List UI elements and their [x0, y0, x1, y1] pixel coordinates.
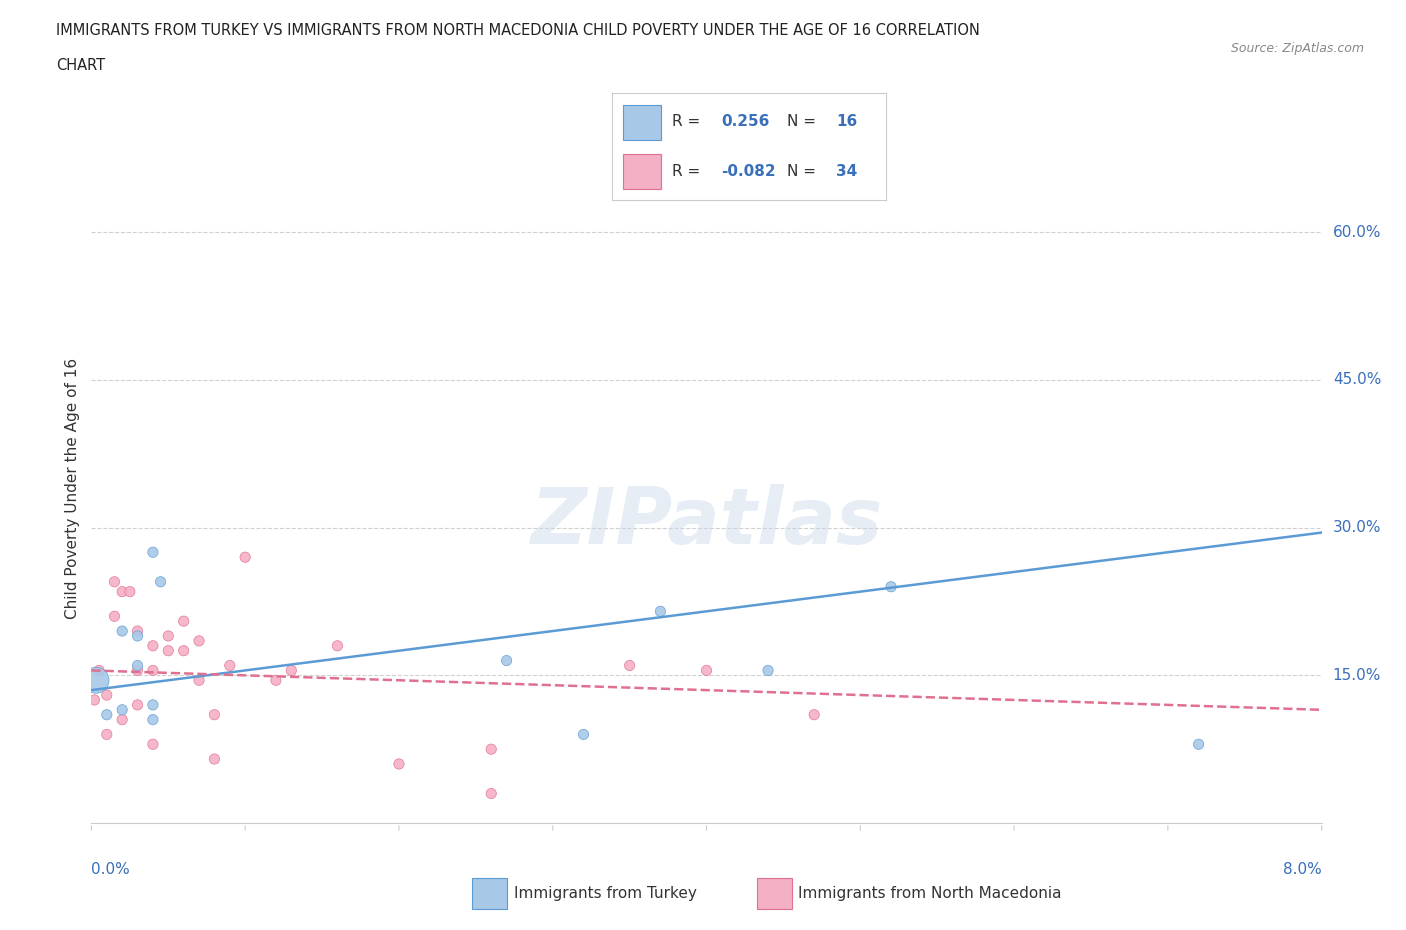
Point [650, 604, 672, 618]
Text: ZIPatlas: ZIPatlas [530, 484, 883, 560]
Text: 60.0%: 60.0% [1333, 225, 1381, 240]
Point [233, 550, 256, 565]
Text: CHART: CHART [56, 58, 105, 73]
Point [803, 708, 825, 723]
Point [142, 698, 165, 712]
Text: Immigrants from North Macedonia: Immigrants from North Macedonia [799, 885, 1062, 901]
Text: R =: R = [672, 114, 700, 129]
Text: R =: R = [672, 164, 700, 179]
Text: Source: ZipAtlas.com: Source: ZipAtlas.com [1230, 42, 1364, 55]
Point [103, 609, 125, 624]
Point [96, 687, 118, 702]
Point [280, 663, 302, 678]
Point [479, 786, 502, 801]
Point [880, 579, 903, 594]
Text: 34: 34 [837, 164, 858, 179]
Text: 16: 16 [837, 114, 858, 129]
Point [142, 638, 165, 653]
Point [111, 624, 134, 639]
Point [87, 663, 110, 678]
Bar [472, 878, 508, 909]
Point [127, 658, 149, 673]
Point [572, 727, 595, 742]
Point [157, 629, 180, 644]
Point [173, 644, 195, 658]
Point [118, 584, 141, 599]
Point [127, 663, 149, 678]
Point [619, 658, 641, 673]
Point [111, 702, 134, 717]
Point [756, 663, 779, 678]
Point [479, 742, 502, 757]
Text: 15.0%: 15.0% [1333, 668, 1381, 683]
Point [96, 727, 118, 742]
Bar [758, 878, 792, 909]
Text: 8.0%: 8.0% [1282, 862, 1322, 877]
Point [127, 624, 149, 639]
Point [173, 614, 195, 629]
Text: 0.256: 0.256 [721, 114, 769, 129]
Point [142, 712, 165, 727]
Text: Immigrants from Turkey: Immigrants from Turkey [513, 885, 696, 901]
Point [142, 545, 165, 560]
Point [188, 672, 211, 687]
Point [495, 653, 517, 668]
Point [111, 584, 134, 599]
Point [111, 712, 134, 727]
Text: 0.0%: 0.0% [91, 862, 131, 877]
Point [695, 663, 717, 678]
Point [218, 658, 240, 673]
Text: IMMIGRANTS FROM TURKEY VS IMMIGRANTS FROM NORTH MACEDONIA CHILD POVERTY UNDER TH: IMMIGRANTS FROM TURKEY VS IMMIGRANTS FRO… [56, 23, 980, 38]
Point [142, 737, 165, 751]
Point [149, 575, 172, 590]
Text: N =: N = [787, 164, 815, 179]
Text: 30.0%: 30.0% [1333, 520, 1381, 535]
Y-axis label: Child Poverty Under the Age of 16: Child Poverty Under the Age of 16 [65, 358, 80, 618]
Text: N =: N = [787, 114, 815, 129]
Point [157, 644, 180, 658]
Point [202, 751, 225, 766]
Text: 45.0%: 45.0% [1333, 372, 1381, 388]
Point [326, 638, 349, 653]
Point [103, 575, 125, 590]
Point [84, 672, 107, 687]
Point [202, 708, 225, 723]
Point [127, 698, 149, 712]
Point [127, 629, 149, 644]
Bar [623, 105, 661, 140]
Point [188, 633, 211, 648]
Point [388, 756, 411, 771]
Point [96, 708, 118, 723]
Point [1187, 737, 1209, 751]
Text: -0.082: -0.082 [721, 164, 776, 179]
Bar [623, 154, 661, 190]
Point [264, 672, 287, 687]
Point [83, 693, 105, 708]
Point [142, 663, 165, 678]
